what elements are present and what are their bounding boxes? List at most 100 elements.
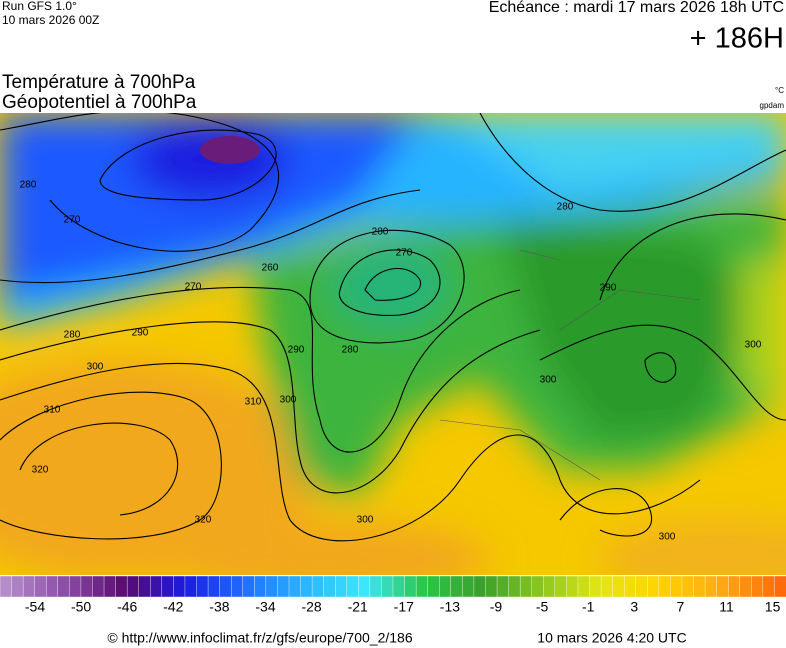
- colorbar-cell: [173, 575, 186, 598]
- colorbar-cell: [762, 575, 775, 598]
- unit-temp: °C: [775, 86, 784, 95]
- map: [0, 113, 786, 575]
- contour-label: 280: [372, 227, 389, 238]
- contour-labels: 280 270 270 280 290 300 310 320 320 310 300 290 280 2…: [20, 180, 762, 543]
- contour-label: 300: [357, 515, 374, 526]
- colorbar-cell: [277, 575, 290, 598]
- colorbar-label: -54: [25, 599, 45, 615]
- colorbar-cell: [103, 575, 117, 598]
- run-label: Run GFS 1.0°: [2, 0, 77, 13]
- colorbar-cell: [543, 575, 556, 598]
- contour-label: 300: [659, 532, 676, 543]
- colorbar-cell: [623, 575, 637, 598]
- colorbar-cell: [22, 575, 36, 598]
- colorbar-label: -28: [301, 599, 321, 615]
- echeance: Echéance : mardi 17 mars 2026 18h UTC: [489, 0, 784, 16]
- colorbar-cell: [196, 575, 209, 598]
- title-temperature: Température à 700hPa: [2, 72, 196, 93]
- colorbar-cell: [34, 575, 47, 598]
- colorbar-label: 3: [630, 599, 638, 615]
- colorbar-cell: [335, 575, 348, 598]
- colorbar-cell: [161, 575, 174, 598]
- colorbar-cell: [600, 575, 614, 598]
- colorbar-cell: [254, 575, 267, 598]
- colorbar-label: 11: [719, 599, 734, 615]
- colorbar-cell: [427, 575, 440, 598]
- contour-label: 310: [44, 405, 61, 416]
- colorbar-cell: [508, 575, 521, 598]
- contour-label: 280: [64, 330, 81, 341]
- colorbar-cell: [92, 575, 105, 598]
- colorbar-cell: [150, 575, 163, 598]
- contour-label: 300: [280, 395, 297, 406]
- unit-geo: gpdam: [760, 101, 785, 110]
- contour-label: 280: [557, 202, 574, 213]
- lead-time: + 186H: [690, 23, 784, 55]
- colorbar-cell: [126, 575, 140, 598]
- contour-label: 290: [132, 328, 149, 339]
- colorbar-cell: [265, 575, 278, 598]
- colorbar-label: 7: [677, 599, 685, 615]
- colorbar-cell: [11, 575, 24, 598]
- colorbar-cell: [554, 575, 567, 598]
- colorbar-cell: [0, 575, 13, 598]
- colorbar-cell: [323, 575, 336, 598]
- colorbar-cell: [230, 575, 244, 598]
- colorbar-cell: [566, 575, 579, 598]
- colorbar-cell: [462, 575, 475, 598]
- colorbar-cell: [115, 575, 128, 598]
- colorbar-cell: [612, 575, 625, 598]
- colorbar-cell: [311, 575, 325, 598]
- colorbar-cell: [184, 575, 198, 598]
- colorbar-label: -38: [209, 599, 229, 615]
- colorbar-label: -21: [348, 599, 368, 615]
- title-geopotential: Géopotentiel à 700hPa: [2, 92, 197, 113]
- contour-label: 280: [342, 345, 359, 356]
- contour-label: 270: [185, 282, 202, 293]
- contour-label: 320: [195, 515, 212, 526]
- colorbar-cell: [392, 575, 406, 598]
- colorbar-cell: [531, 575, 544, 598]
- colorbar-cell: [300, 575, 313, 598]
- run-date: 10 mars 2026 00Z: [2, 13, 99, 27]
- contour-label: 290: [600, 283, 617, 294]
- contour-label: 280: [20, 180, 37, 191]
- colorbar-cell: [658, 575, 671, 598]
- colorbar-cell: [496, 575, 510, 598]
- colorbar-cell: [381, 575, 394, 598]
- colorbar-cell: [589, 575, 602, 598]
- contour-label: 270: [396, 248, 413, 259]
- colorbar-cell: [577, 575, 590, 598]
- colorbar-label: -9: [490, 599, 503, 615]
- colorbar-cell: [519, 575, 533, 598]
- colorbar-cell: [739, 575, 752, 598]
- colorbar-cell: [774, 575, 786, 598]
- colorbar-cell: [716, 575, 729, 598]
- colorbar-cell: [647, 575, 660, 598]
- colorbar-label: -5: [536, 599, 549, 615]
- footer-date: 10 mars 2026 4:20 UTC: [537, 630, 686, 646]
- contour-label: 300: [87, 362, 104, 373]
- colorbar-label: -42: [163, 599, 183, 615]
- colorbar-label: -17: [394, 599, 414, 615]
- colorbar-cell: [346, 575, 359, 598]
- colorbar-label: -1: [582, 599, 595, 615]
- colorbar-cell: [439, 575, 452, 598]
- colorbar-label: 15: [765, 599, 781, 615]
- colorbar-cell: [219, 575, 232, 598]
- contour-label: 320: [32, 465, 49, 476]
- colorbar-cell: [80, 575, 93, 598]
- colorbar-cell: [485, 575, 498, 598]
- contour-label: 300: [540, 375, 557, 386]
- colorbar-cell: [46, 575, 59, 598]
- colorbar-cell: [69, 575, 82, 598]
- source-url: © http://www.infoclimat.fr/z/gfs/europe/…: [107, 630, 412, 646]
- contour-label: 260: [262, 263, 279, 274]
- colorbar-cell: [57, 575, 70, 598]
- colorbar-cell: [369, 575, 382, 598]
- colorbar-cell: [728, 575, 741, 598]
- colorbar-cell: [635, 575, 648, 598]
- colorbar-cell: [473, 575, 486, 598]
- colorbar: -54 -50 -46 -42 -38 -34 -28 -21 -17 -13 -9 -5 -1 3 7 11…: [0, 575, 786, 615]
